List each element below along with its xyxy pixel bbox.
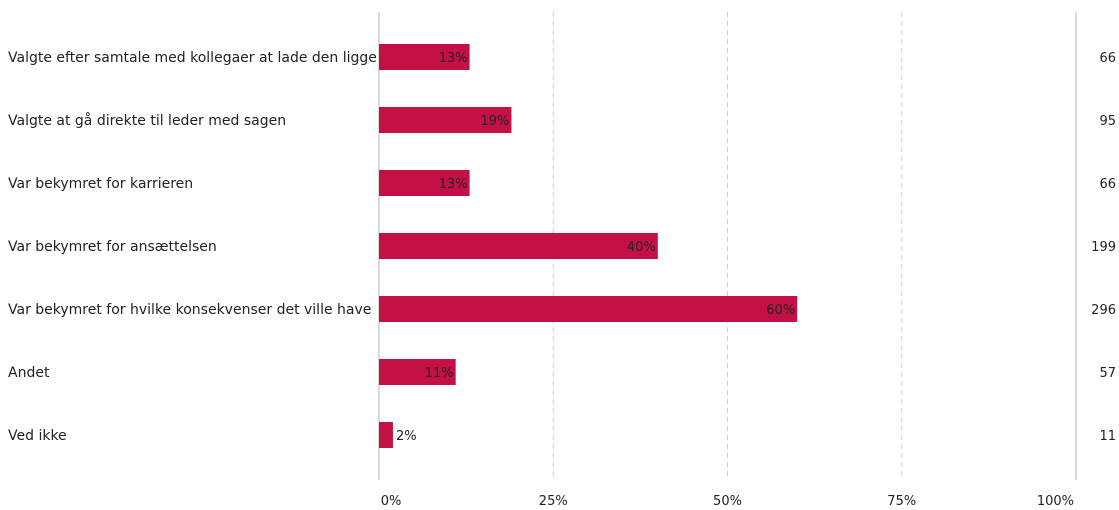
data-label: 11% [425,366,454,381]
data-label: 60% [766,303,795,318]
bar [379,233,658,259]
data-label: 19% [481,114,510,129]
count-label: 296 [1091,303,1116,318]
x-tick-label: 0% [381,494,402,509]
bars [379,44,798,448]
category-label: Var bekymret for karrieren [8,176,193,192]
x-tick-label: 50% [713,494,742,509]
bar [379,44,470,70]
category-label: Valgte efter samtale med kollegaer at la… [8,50,377,66]
count-label: 95 [1099,114,1116,129]
count-label: 66 [1099,51,1116,66]
category-label: Ved ikke [8,428,67,444]
bar [379,359,456,385]
data-label: 13% [439,51,468,66]
category-label: Var bekymret for hvilke konsekvenser det… [8,302,371,318]
bar [379,422,393,448]
data-label: 2% [396,429,417,444]
data-label: 40% [627,240,656,255]
count-label: 66 [1099,177,1116,192]
bar [379,170,470,196]
data-label: 13% [439,177,468,192]
bar [379,107,512,133]
count-label: 11 [1099,429,1116,444]
x-tick-label: 25% [539,494,568,509]
category-label: Valgte at gå direkte til leder med sagen [8,112,286,129]
category-label: Andet [8,365,50,381]
x-tick-label: 75% [887,494,916,509]
count-label: 57 [1099,366,1116,381]
labels: 0% 25% 50% 75% 100% Valgte efter samtale med … [8,50,1116,509]
bar [379,296,798,322]
x-tick-label: 100% [1037,494,1074,509]
count-label: 199 [1091,240,1116,255]
category-label: Var bekymret for ansættelsen [8,239,217,255]
